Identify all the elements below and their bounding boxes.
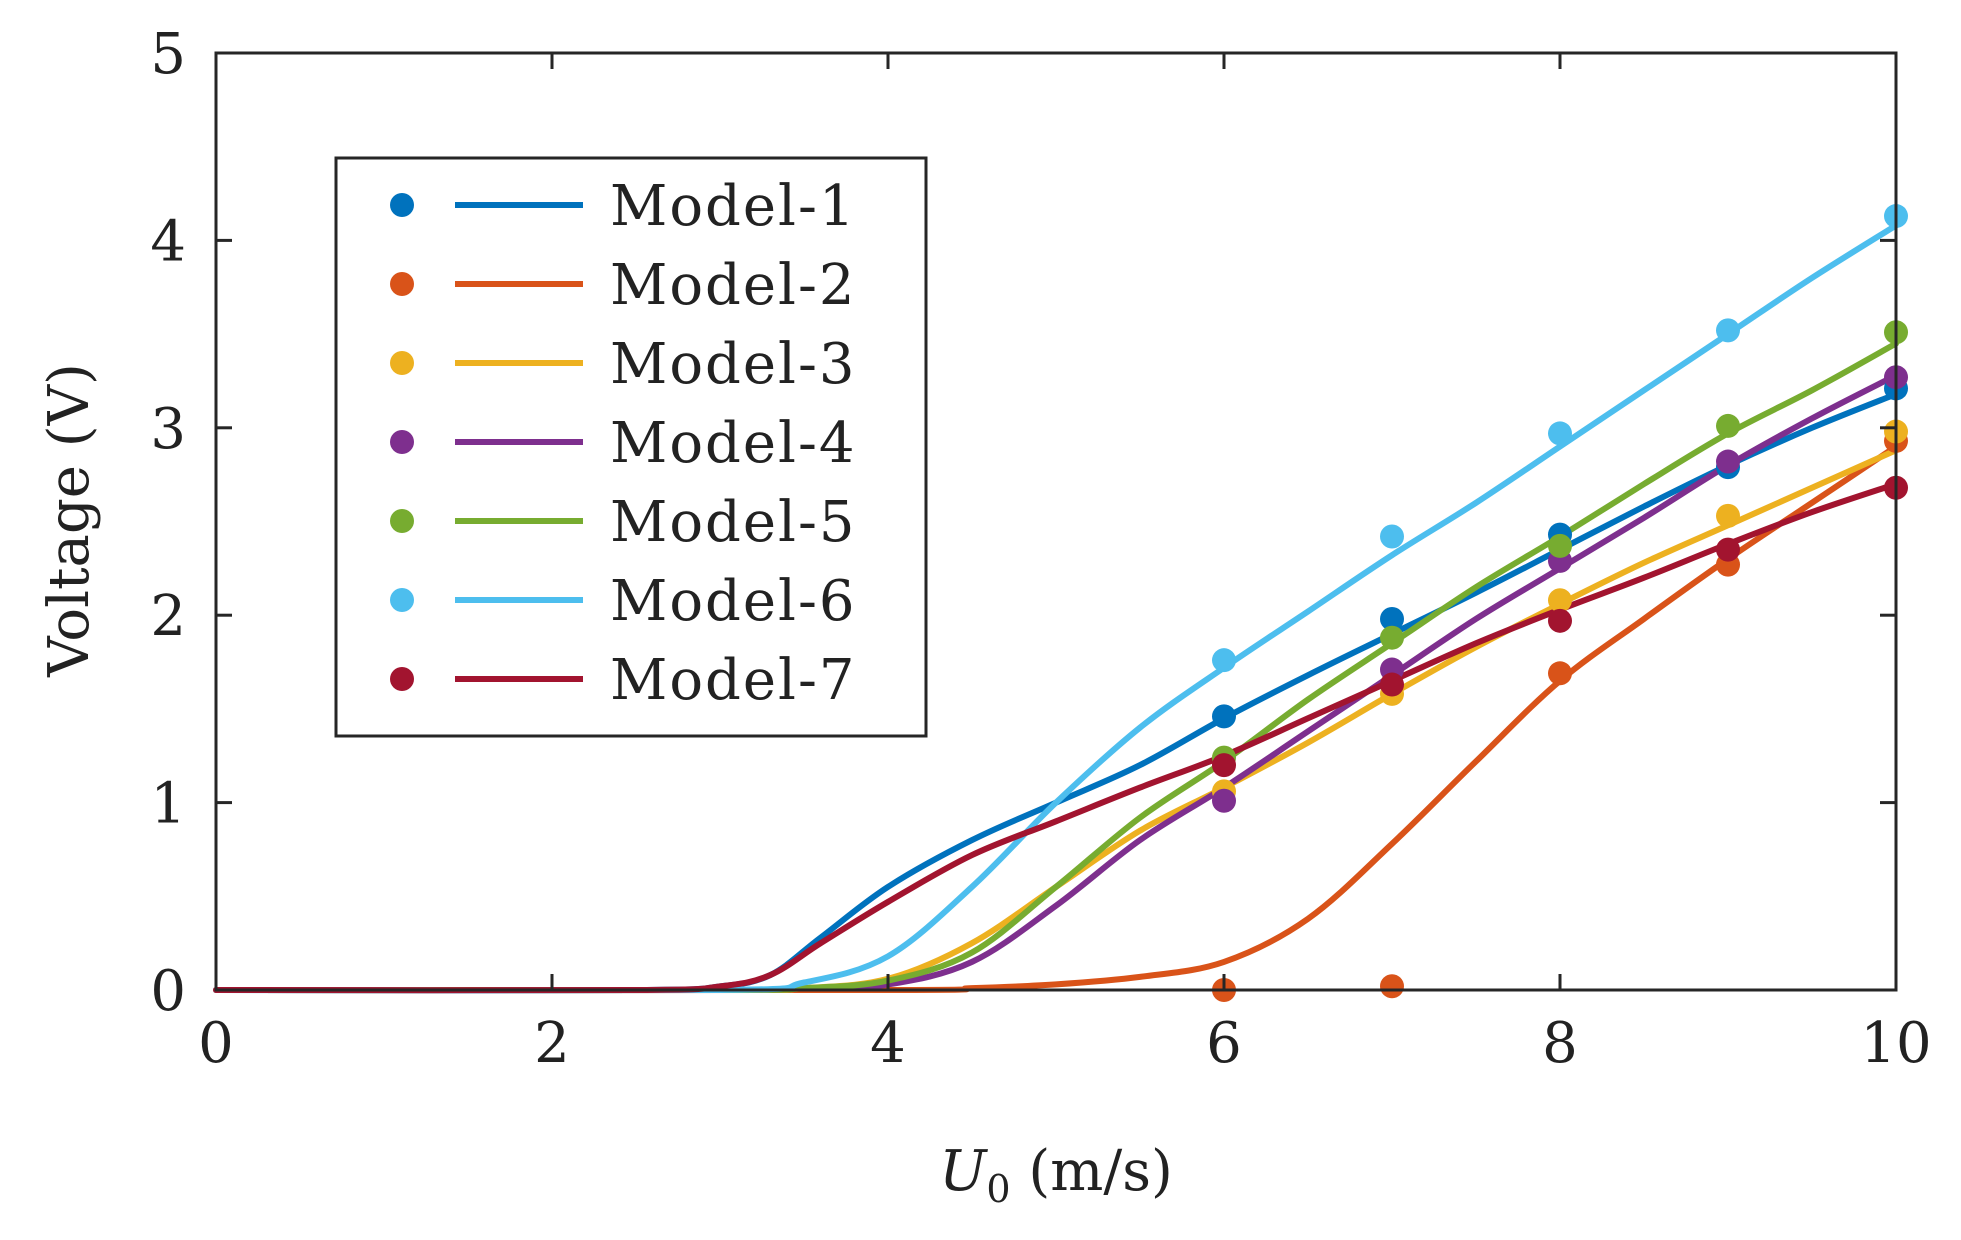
marker-model-5-x7 — [1380, 625, 1404, 650]
marker-model-7-x7 — [1380, 672, 1404, 697]
x-axis-label: U0 (m/s) — [939, 1139, 1173, 1211]
marker-model-1-x7 — [1380, 606, 1404, 631]
y-tick-label-3: 3 — [150, 397, 186, 462]
plot-frame — [214, 51, 1898, 992]
legend-marker-model-2 — [390, 272, 414, 296]
legend-label-model-7: Model-7 — [610, 648, 857, 713]
marker-model-2-x7 — [1380, 974, 1404, 999]
y-tick-label-4: 4 — [150, 209, 186, 274]
marker-model-4-x6 — [1212, 788, 1236, 813]
x-tick-label-2: 2 — [534, 1011, 570, 1076]
axis-ticks: 0 2 4 6 8 10 0 1 2 3 4 5 — [150, 22, 1931, 1076]
marker-model-2-x8 — [1548, 661, 1572, 686]
marker-model-4-x9 — [1716, 449, 1740, 474]
x-tick-label-6: 6 — [1206, 1011, 1242, 1076]
legend-label-model-1: Model-1 — [610, 174, 857, 239]
x-tick-label-8: 8 — [1542, 1011, 1578, 1076]
marker-model-1-x6 — [1212, 704, 1236, 729]
marker-model-6-x6 — [1212, 648, 1236, 673]
marker-model-5-x8 — [1548, 533, 1572, 558]
marker-model-3-x9 — [1716, 503, 1740, 528]
legend-marker-model-4 — [390, 430, 414, 454]
x-axis-units: (m/s) — [1011, 1139, 1173, 1204]
y-tick-label-1: 1 — [150, 772, 186, 837]
marker-model-7-x8 — [1548, 608, 1572, 633]
x-tick-label-4: 4 — [870, 1011, 906, 1076]
y-tick-label-5: 5 — [150, 22, 186, 87]
legend-label-model-4: Model-4 — [610, 411, 857, 476]
marker-model-5-x9 — [1716, 413, 1740, 438]
legend-box — [334, 156, 928, 738]
marker-model-7-x9 — [1716, 537, 1740, 562]
legend-marker-model-5 — [390, 509, 414, 533]
legend: Model-1 Model-2 Model-3 Model-4 Model-5 Model… — [334, 156, 928, 738]
marker-model-3-x8 — [1548, 588, 1572, 613]
legend-label-model-6: Model-6 — [610, 569, 857, 634]
x-axis-variable: U — [939, 1139, 988, 1204]
legend-label-model-2: Model-2 — [610, 253, 857, 318]
marker-model-6-x9 — [1716, 318, 1740, 343]
legend-marker-model-1 — [390, 193, 414, 217]
x-tick-label-10: 10 — [1860, 1011, 1931, 1076]
marker-model-6-x7 — [1380, 524, 1404, 549]
legend-label-model-5: Model-5 — [610, 490, 857, 555]
y-tick-label-0: 0 — [150, 959, 186, 1024]
legend-label-model-3: Model-3 — [610, 332, 857, 397]
x-tick-label-0: 0 — [198, 1011, 234, 1076]
marker-model-6-x8 — [1548, 421, 1572, 446]
legend-marker-model-7 — [390, 667, 414, 691]
curve-model-7 — [213, 481, 1899, 994]
legend-marker-model-3 — [390, 351, 414, 375]
x-axis-subscript: 0 — [986, 1167, 1010, 1211]
legend-marker-model-6 — [390, 588, 414, 612]
y-axis-label: Voltage (V) — [37, 363, 102, 678]
marker-model-7-x6 — [1212, 753, 1236, 778]
y-tick-label-2: 2 — [150, 584, 186, 649]
